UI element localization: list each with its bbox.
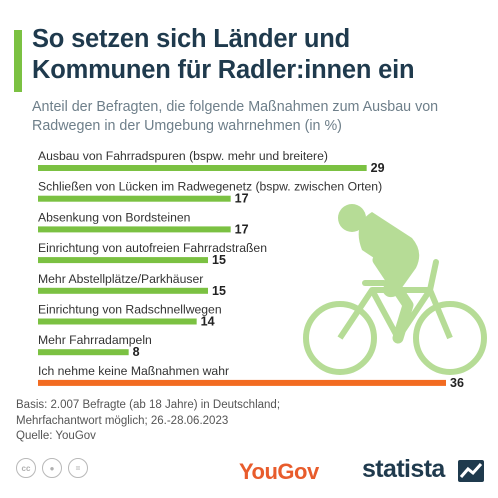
bar	[38, 226, 231, 233]
bar	[38, 257, 208, 264]
source-note: Quelle: YouGov	[16, 430, 96, 442]
bar	[38, 287, 208, 294]
value-label: 29	[371, 161, 385, 175]
title-accent-bar	[14, 30, 22, 92]
license-icons: cc ● =	[16, 458, 88, 478]
bar	[38, 318, 197, 325]
page-subtitle: Anteil der Befragten, die folgende Maßna…	[32, 99, 439, 134]
bar-chart: Ausbau von Fahrradspuren (bspw. mehr und…	[38, 149, 487, 390]
category-label: Ich nehme keine Maßnahmen wahr	[38, 364, 229, 378]
bar	[38, 165, 367, 171]
category-label: Einrichtung von Radschnellwegen	[38, 303, 222, 317]
category-label: Mehr Abstellplätze/Parkhäuser	[38, 272, 203, 286]
yougov-logo: YouGov	[239, 459, 319, 484]
statista-logo-icon	[458, 460, 484, 482]
value-label: 8	[133, 345, 140, 359]
category-label: Ausbau von Fahrradspuren (bspw. mehr und…	[38, 149, 328, 163]
footnote: Basis: 2.007 Befragte (ab 18 Jahre) in D…	[16, 398, 336, 445]
value-label: 17	[235, 192, 249, 206]
bar	[38, 195, 231, 202]
cc-icon[interactable]: cc	[16, 458, 36, 478]
statista-logo[interactable]: statista	[362, 455, 445, 483]
category-label: Mehr Fahrradampeln	[38, 333, 152, 347]
category-label: Absenkung von Bordsteinen	[38, 210, 190, 224]
basis-note-line2: Mehrfachantwort möglich; 26.-28.06.2023	[16, 414, 229, 427]
cyclist-illustration	[303, 204, 487, 375]
page-title: So setzen sich Länder und Kommunen für R…	[32, 25, 415, 84]
by-icon[interactable]: ●	[42, 458, 62, 478]
value-label: 36	[450, 376, 464, 390]
bar	[38, 349, 129, 356]
value-label: 17	[235, 222, 249, 236]
bar	[38, 379, 446, 386]
basis-note-line1: Basis: 2.007 Befragte (ab 18 Jahre) in D…	[16, 399, 281, 411]
nd-icon[interactable]: =	[68, 458, 88, 478]
category-label: Einrichtung von autofreien Fahrradstraße…	[38, 241, 267, 255]
value-label: 14	[201, 315, 215, 329]
value-label: 15	[212, 284, 226, 298]
category-label: Schließen von Lücken im Radwegenetz (bsp…	[38, 180, 382, 194]
value-label: 15	[212, 253, 226, 267]
